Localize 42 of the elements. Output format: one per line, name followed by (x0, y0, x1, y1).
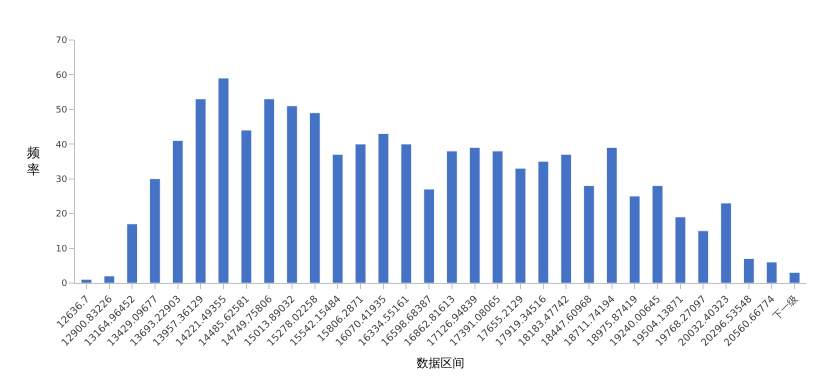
bar (515, 168, 526, 283)
bar (126, 224, 138, 283)
y-tick-label: 20 (56, 210, 68, 220)
bar (766, 262, 778, 283)
y-tick-label: 60 (56, 70, 68, 81)
bar (150, 178, 160, 283)
bar (81, 279, 92, 283)
y-tick-label: 70 (56, 36, 68, 46)
bar (172, 140, 184, 283)
bar (674, 216, 686, 283)
bar (446, 150, 458, 283)
bar (240, 130, 252, 283)
bar (538, 161, 549, 283)
bar (744, 258, 754, 283)
bar (469, 147, 480, 283)
y-tick-label: 50 (56, 106, 68, 116)
bar (789, 272, 800, 283)
x-axis-title: 数据区间 (416, 356, 464, 370)
y-tick-label: 0 (61, 279, 68, 290)
bar (584, 186, 594, 283)
bar (424, 189, 434, 283)
bar (698, 230, 709, 283)
y-tick-label: 30 (56, 175, 68, 186)
bar (309, 112, 320, 283)
bar (492, 150, 503, 283)
y-tick-label: 10 (56, 244, 68, 254)
bar (606, 147, 618, 283)
y-axis-title: 频率 (27, 146, 40, 178)
bar (400, 144, 412, 283)
bar (720, 202, 732, 283)
y-tick-label: 40 (56, 140, 68, 150)
bar (218, 78, 229, 283)
bar (378, 133, 389, 283)
bar (355, 144, 366, 283)
bar (104, 276, 115, 283)
bar (286, 106, 298, 283)
bar (332, 154, 344, 283)
bar (629, 196, 640, 283)
bar (264, 98, 275, 283)
bar (652, 186, 663, 283)
bar (195, 98, 206, 283)
bar (560, 154, 572, 283)
